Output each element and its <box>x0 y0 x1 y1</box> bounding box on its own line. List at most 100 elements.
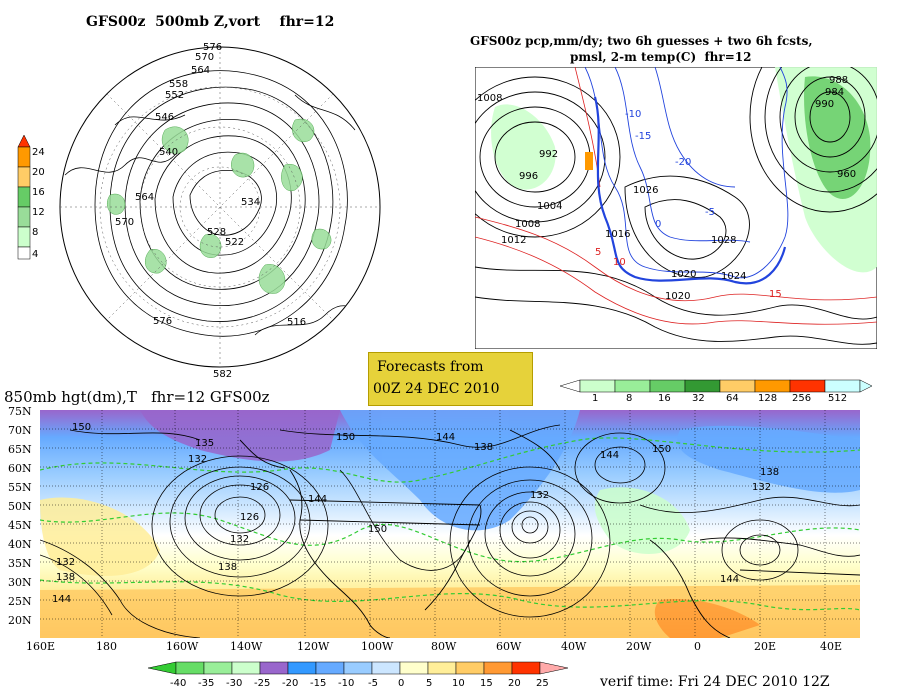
svg-text:135: 135 <box>195 438 214 449</box>
polar-map-contours <box>60 47 380 367</box>
svg-text:960: 960 <box>837 169 856 180</box>
svg-text:1: 1 <box>592 393 598 402</box>
svg-text:0: 0 <box>398 678 404 689</box>
svg-text:144: 144 <box>308 494 327 505</box>
svg-text:576: 576 <box>153 316 172 327</box>
svg-text:132: 132 <box>752 482 771 493</box>
forecast-info-box: Forecasts from 00Z 24 DEC 2010 <box>368 352 533 406</box>
bottom-panel-title: 850mb hgt(dm),T fhr=12 GFS00z <box>4 388 270 406</box>
pressure-labels: 988 984 1008 992 996 1004 1012 1008 1016… <box>477 75 856 302</box>
svg-text:16: 16 <box>32 187 45 198</box>
legend-arrow-top <box>17 134 31 148</box>
temperature-legend: -40 -35 -30 -25 -20 -15 -10 -5 0 5 10 15… <box>148 661 569 689</box>
svg-text:138: 138 <box>56 572 75 583</box>
svg-text:15: 15 <box>480 678 493 689</box>
svg-text:1016: 1016 <box>605 229 630 240</box>
svg-text:132: 132 <box>56 557 75 568</box>
svg-text:552: 552 <box>165 90 184 101</box>
vorticity-legend: 24 20 16 12 8 4 <box>17 134 45 260</box>
svg-text:10: 10 <box>613 257 626 268</box>
svg-text:992: 992 <box>539 149 558 160</box>
svg-text:534: 534 <box>241 197 260 208</box>
svg-text:1012: 1012 <box>501 235 526 246</box>
svg-text:570: 570 <box>195 52 214 63</box>
svg-text:150: 150 <box>652 444 671 455</box>
svg-text:-25: -25 <box>254 678 270 689</box>
svg-text:582: 582 <box>213 369 232 380</box>
svg-text:522: 522 <box>225 237 244 248</box>
svg-text:1008: 1008 <box>477 93 502 104</box>
svg-text:16: 16 <box>658 393 671 402</box>
svg-text:1020: 1020 <box>665 291 690 302</box>
svg-text:576: 576 <box>203 42 222 53</box>
svg-text:256: 256 <box>792 393 811 402</box>
svg-text:132: 132 <box>530 490 549 501</box>
svg-text:-20: -20 <box>282 678 298 689</box>
svg-text:25: 25 <box>536 678 549 689</box>
top-left-panel-title: GFS00z 500mb Z,vort fhr=12 <box>86 14 335 30</box>
top-right-title-line2: pmsl, 2-m temp(C) fhr=12 <box>570 50 752 64</box>
svg-text:138: 138 <box>218 562 237 573</box>
svg-text:4: 4 <box>32 249 38 260</box>
precip-pmsl-map: 988 984 1008 992 996 1004 1012 1008 1016… <box>475 67 877 349</box>
svg-text:128: 128 <box>758 393 777 402</box>
verif-time: verif time: Fri 24 DEC 2010 12Z <box>600 674 830 690</box>
svg-text:8: 8 <box>32 227 38 238</box>
svg-text:512: 512 <box>828 393 847 402</box>
svg-text:1026: 1026 <box>633 185 658 196</box>
svg-text:1004: 1004 <box>537 201 562 212</box>
svg-text:10: 10 <box>452 678 465 689</box>
polar-500mb-map: 576 570 564 558 552 546 540 534 528 522 … <box>59 42 381 380</box>
svg-text:-10: -10 <box>338 678 354 689</box>
svg-text:64: 64 <box>726 393 739 402</box>
svg-text:-5: -5 <box>705 207 715 218</box>
svg-text:1008: 1008 <box>515 219 540 230</box>
svg-text:540: 540 <box>159 147 178 158</box>
svg-text:1020: 1020 <box>671 269 696 280</box>
svg-text:20: 20 <box>508 678 521 689</box>
forecast-line1: Forecasts from <box>377 359 484 375</box>
svg-text:20: 20 <box>32 167 45 178</box>
svg-text:126: 126 <box>240 512 259 523</box>
svg-text:32: 32 <box>692 393 705 402</box>
svg-text:-20: -20 <box>675 157 691 168</box>
svg-text:528: 528 <box>207 227 226 238</box>
svg-text:5: 5 <box>595 247 601 258</box>
svg-text:15: 15 <box>769 289 782 300</box>
svg-text:0: 0 <box>655 219 661 230</box>
precip-legend: 1 8 16 32 64 128 256 512 <box>560 379 872 402</box>
svg-text:516: 516 <box>287 317 306 328</box>
svg-text:-35: -35 <box>198 678 214 689</box>
svg-text:-30: -30 <box>226 678 242 689</box>
svg-text:988: 988 <box>829 75 848 86</box>
svg-text:132: 132 <box>230 534 249 545</box>
svg-text:1028: 1028 <box>711 235 736 246</box>
svg-text:984: 984 <box>825 87 844 98</box>
top-right-title-line1: GFS00z pcp,mm/dy; two 6h guesses + two 6… <box>470 34 813 48</box>
svg-text:150: 150 <box>368 524 387 535</box>
svg-text:150: 150 <box>336 432 355 443</box>
svg-text:990: 990 <box>815 99 834 110</box>
svg-text:-15: -15 <box>310 678 326 689</box>
svg-text:564: 564 <box>135 192 154 203</box>
svg-text:144: 144 <box>720 574 739 585</box>
temperature-labels: -10 -20 -15 5 10 15 -5 0 <box>595 109 782 300</box>
svg-text:570: 570 <box>115 217 134 228</box>
svg-text:996: 996 <box>519 171 538 182</box>
svg-text:-40: -40 <box>170 678 186 689</box>
longitude-axis: 160E 180 160W 140W 120W 100W 80W 60W 40W… <box>26 640 843 653</box>
svg-text:12: 12 <box>32 207 45 218</box>
svg-text:1024: 1024 <box>721 271 746 282</box>
svg-text:144: 144 <box>52 594 71 605</box>
svg-text:150: 150 <box>72 422 91 433</box>
svg-text:-5: -5 <box>368 678 378 689</box>
map-850mb: 150 135 132 144 138 132 126 144 138 150 … <box>40 410 860 638</box>
latitude-axis: 75N 70N 65N 60N 55N 50N 45N 40N 35N 30N … <box>8 405 32 627</box>
polar-contour-labels: 576 570 564 558 552 546 540 534 528 522 … <box>115 42 306 380</box>
svg-text:138: 138 <box>760 467 779 478</box>
svg-text:24: 24 <box>32 147 45 158</box>
forecast-line2: 00Z 24 DEC 2010 <box>373 381 500 397</box>
svg-text:144: 144 <box>436 432 455 443</box>
height-labels: 150 135 132 144 138 132 126 144 138 150 … <box>52 422 779 605</box>
svg-text:-15: -15 <box>635 131 651 142</box>
